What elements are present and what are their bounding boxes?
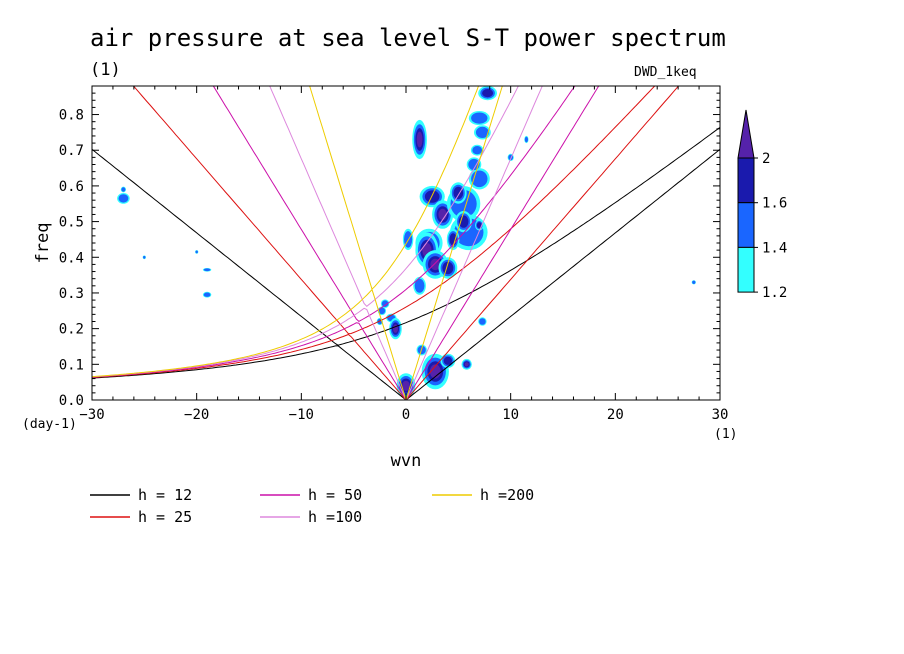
legend-label: h = 25 <box>138 508 192 526</box>
chart-subtitle: (1) <box>90 60 121 80</box>
contour-blob-16-level-3 <box>430 258 441 271</box>
contour-blob-21-level-1 <box>378 307 386 315</box>
y-tick-label: 0.5 <box>59 215 84 231</box>
colorbar-label: 2 <box>762 151 770 167</box>
colorbar-top-triangle <box>737 109 755 159</box>
curve-rossby-h12 <box>92 345 407 400</box>
colorbar-segment <box>737 157 755 204</box>
x-unit-label: (1) <box>714 427 737 442</box>
curve-kelvin-h25 <box>405 86 680 400</box>
curve-ig-h12 <box>92 126 720 346</box>
curve-kelvin-h200 <box>405 86 503 400</box>
dispersion-curves <box>92 86 720 400</box>
y-tick-label: 0.0 <box>59 393 84 409</box>
curve-kelvin-h50 <box>405 86 600 400</box>
contour-blob-0-level-3 <box>416 131 423 148</box>
colorbar-segment <box>737 202 755 248</box>
curve-kelvin-h12 <box>405 148 720 400</box>
contour-blob-9-level-1 <box>471 112 488 124</box>
contour-blob-12-level-2 <box>453 186 464 200</box>
x-tick-label: 30 <box>712 407 729 423</box>
contour-blob-11-level-1 <box>472 146 483 155</box>
contour-blob-20-level-1 <box>381 300 389 308</box>
y-tick-label: 0.8 <box>59 108 84 124</box>
contour-blob-37-level-1 <box>203 268 211 272</box>
contour-blob-2-level-2 <box>424 190 440 203</box>
curve-rossby-h50 <box>92 322 407 400</box>
contour-blob-28-level-2 <box>443 356 453 365</box>
curve-kelvin-h100 <box>405 86 543 400</box>
colorbar-label: 1.6 <box>762 196 787 212</box>
y-tick-label: 0.1 <box>59 357 84 373</box>
contour-blob-34-level-1 <box>118 194 129 203</box>
y-tick-label: 0.6 <box>59 179 84 195</box>
legend-label: h = 12 <box>138 486 192 504</box>
contour-blob-3-level-3 <box>438 208 447 221</box>
legend-label: h =200 <box>480 486 534 504</box>
x-tick-label: 10 <box>502 407 519 423</box>
x-tick-label: −30 <box>79 407 104 423</box>
colorbar-label: 1.2 <box>762 285 787 301</box>
y-unit-label: (day-1) <box>22 417 77 432</box>
y-tick-label: 0.7 <box>59 143 84 159</box>
contour-blob-8-level-1 <box>475 126 489 138</box>
colorbar: 2 1.6 1.4 1.2 <box>737 109 787 301</box>
y-axis-label: freq <box>33 223 53 264</box>
curve-rossby-h25 <box>92 333 407 400</box>
legend-label: h = 50 <box>308 486 362 504</box>
chart-title: air pressure at sea level S-T power spec… <box>90 24 726 52</box>
legend: h = 12 h = 25 h = 50 h =100 h =200 <box>90 486 534 526</box>
contour-blob-10-level-2 <box>482 89 494 98</box>
y-tick-label: 0.3 <box>59 286 84 302</box>
curve-ig-h25 <box>132 86 656 335</box>
y-tick-label: 0.4 <box>59 250 84 266</box>
colorbar-label: 1.4 <box>762 240 787 256</box>
curve-ig-h100 <box>269 86 519 307</box>
contour-blob-19-level-1 <box>414 278 425 293</box>
contour-blob-35-level-1 <box>121 187 126 192</box>
y-tick-label: 0.2 <box>59 322 84 338</box>
contour-blob-31-level-2 <box>476 222 482 229</box>
colorbar-segment <box>737 246 755 293</box>
curve-ig-h50 <box>212 86 576 323</box>
x-tick-label: −20 <box>184 407 209 423</box>
contour-blob-39-level-1 <box>195 250 198 254</box>
contour-blob-40-level-1 <box>692 280 696 284</box>
curve-rossby-h200 <box>92 288 407 400</box>
contour-blob-38-level-1 <box>143 255 146 259</box>
contour-blob-29-level-3 <box>464 362 469 367</box>
legend-label: h =100 <box>308 508 362 526</box>
curve-ig-h200 <box>309 86 480 291</box>
model-tag: DWD_1keq <box>634 65 697 80</box>
contour-blob-33-level-1 <box>524 136 529 143</box>
x-tick-label: 0 <box>402 407 410 423</box>
curve-rossby-h100 <box>92 307 407 400</box>
x-tick-label: −10 <box>289 407 314 423</box>
contour-blob-7-level-1 <box>468 158 480 171</box>
axis-ticks: −30 −20 −10 0 10 20 30 0.0 0.1 0.2 0.3 0.4 0.5 0.6 0.7… <box>59 85 729 423</box>
contour-blob-30-level-1 <box>479 318 486 325</box>
contour-blob-27-level-3 <box>402 380 410 391</box>
contour-blob-36-level-1 <box>203 292 211 297</box>
x-axis-label: wvn <box>391 451 422 471</box>
x-tick-label: 20 <box>607 407 624 423</box>
